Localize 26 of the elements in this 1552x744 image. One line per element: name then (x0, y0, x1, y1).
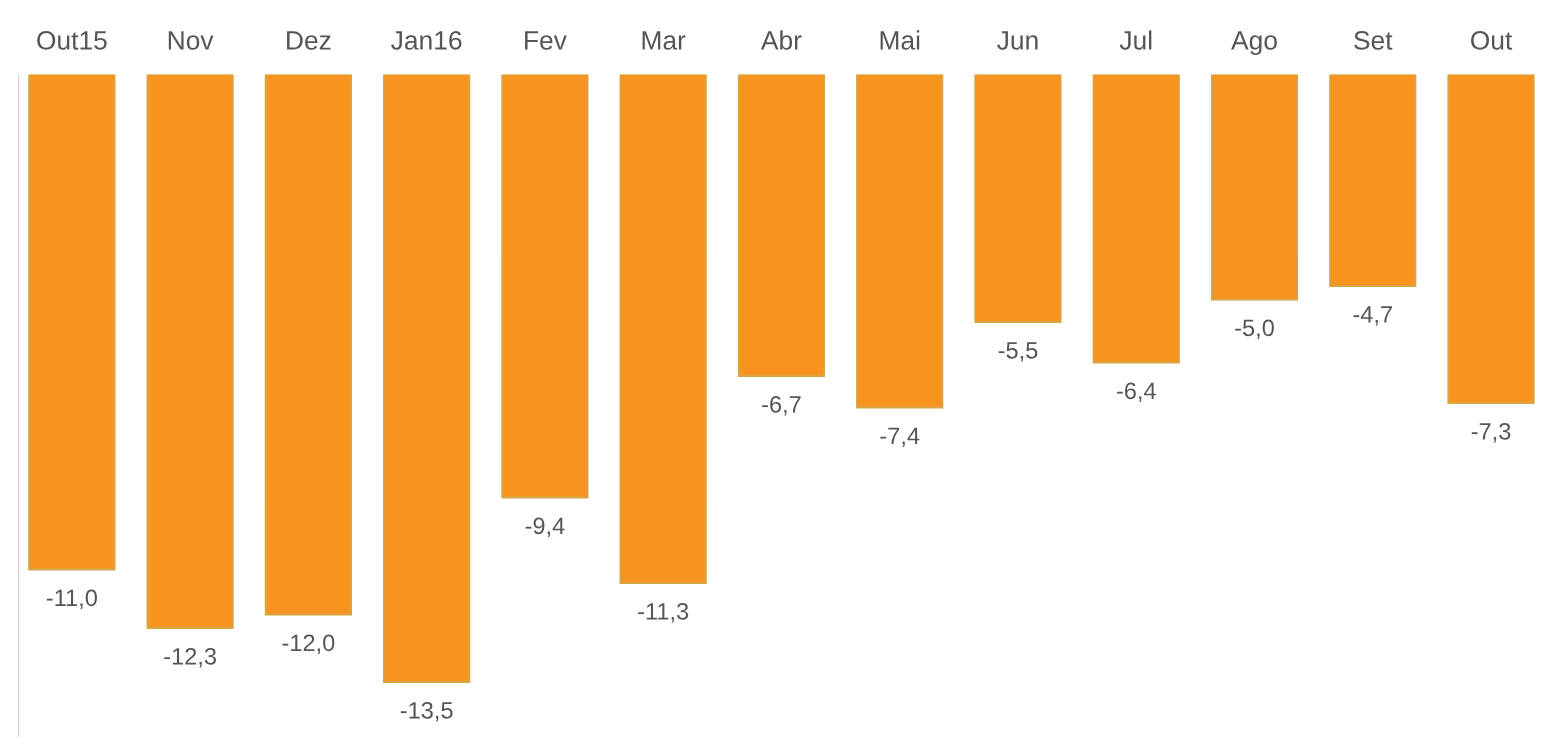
data-label: -6,7 (762, 395, 801, 416)
x-tick-label: Mar (642, 31, 686, 50)
x-tick-label: Jul (1119, 30, 1152, 50)
x-tick-label: Dez (287, 31, 331, 50)
data-label: -12,3 (164, 647, 216, 668)
x-tick-label: Jan16 (391, 31, 462, 50)
data-label: -9,4 (525, 517, 565, 537)
data-label: -7,3 (1471, 422, 1511, 443)
data-label: -13,5 (400, 701, 453, 722)
x-tick-label: Out (1471, 31, 1513, 50)
data-label: -7,4 (880, 427, 920, 447)
x-tick-label: Abr (760, 30, 802, 50)
x-tick-label: Set (1354, 31, 1393, 50)
x-tick-label: Jun (997, 31, 1038, 50)
data-label: -5,5 (998, 342, 1038, 362)
data-label: -12,0 (282, 634, 335, 654)
x-tick-label: Nov (168, 31, 214, 50)
data-label: -4,7 (1353, 306, 1392, 326)
data-label: -5,0 (1235, 319, 1274, 339)
x-tick-label: Out15 (37, 31, 107, 50)
x-tick-label: Ago (1231, 31, 1277, 55)
data-label: -11,3 (638, 602, 689, 623)
data-label: -11,0 (46, 589, 97, 609)
x-tick-label: Mai (880, 30, 920, 50)
x-tick-label: Fev (525, 31, 567, 50)
data-label: -6,4 (1116, 382, 1156, 402)
